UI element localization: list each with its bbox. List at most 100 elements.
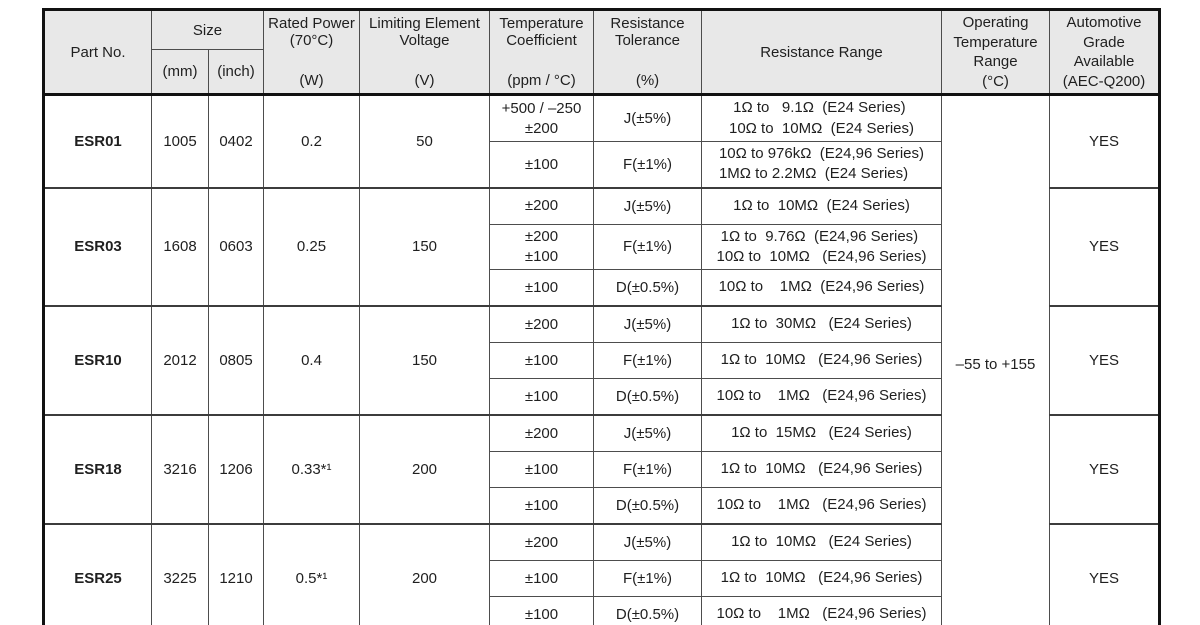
header-size-mm: (mm) (151, 49, 209, 96)
temp-coefficient-cell: ±100 (489, 596, 594, 625)
resistance-range-cell: 1Ω to 10MΩ (E24,96 Series) (701, 451, 942, 488)
table-row: ESR10 2012 0805 0.4 150 ±200 J(±5%) 1Ω t… (43, 305, 1160, 416)
header-resistance-tolerance: Resistance Tolerance (%) (593, 9, 702, 96)
tolerance-cell: D(±0.5%) (593, 487, 702, 525)
resistance-range-text: 10Ω to 976kΩ (E24,96 Series) 1MΩ to 2.2M… (718, 145, 925, 183)
part-no-cell: ESR01 (43, 94, 152, 188)
automotive-cell: YES (1049, 94, 1160, 188)
header-limiting-voltage: Limiting Element Voltage (V) (359, 9, 490, 96)
size-inch-cell: 1206 (208, 414, 264, 525)
voltage-cell: 150 (359, 186, 490, 307)
tolerance-cell: J(±5%) (593, 305, 702, 343)
table-row: ±100 D(±0.5%) 10Ω to 1MΩ (E24,96 Series) (44, 596, 1160, 625)
header-limiting-voltage-label: Limiting Element Voltage (369, 15, 480, 50)
resistance-range-cell: 1Ω to 10MΩ (E24 Series) (701, 186, 942, 225)
tolerance-cell: J(±5%) (593, 414, 702, 452)
temp-coefficient-cell: ±100 (489, 560, 594, 597)
tolerance-cell: F(±1%) (593, 560, 702, 597)
size-mm-cell: 3225 (151, 523, 209, 625)
size-inch-cell: 1210 (208, 523, 264, 625)
resistance-range-cell: 10Ω to 1MΩ (E24,96 Series) (701, 378, 942, 416)
header-resistance-range: Resistance Range (701, 9, 942, 96)
temp-coefficient-cell: ±200 (489, 186, 594, 225)
resistance-range-cell: 1Ω to 10MΩ (E24,96 Series) (701, 342, 942, 379)
size-mm-cell: 1608 (151, 186, 209, 307)
table-row: ESR18 3216 1206 0.33*¹ 200 ±200 J(±5%) 1… (43, 414, 1160, 525)
table-row: ±100 F(±1%) 1Ω to 10MΩ (E24,96 Series) (44, 560, 1160, 597)
resistance-range-text: 1Ω to 15MΩ (E24 Series) (731, 424, 912, 442)
table-body: ESR01 1005 0402 0.2 50 +500 / –250 ±200 … (43, 94, 1160, 625)
automotive-cell: YES (1049, 523, 1160, 625)
table-row: ESR25 3225 1210 0.5*¹ 200 ±200 J(±5%) 1Ω… (43, 523, 1160, 625)
temp-coefficient-cell: ±100 (489, 487, 594, 525)
tolerance-cell: D(±0.5%) (593, 378, 702, 416)
header-part-no: Part No. (43, 9, 152, 96)
part-no-cell: ESR18 (43, 414, 152, 525)
size-mm-cell: 2012 (151, 305, 209, 416)
size-mm-cell: 3216 (151, 414, 209, 525)
operating-temp-cell: –55 to +155 (941, 94, 1050, 625)
table-row: ESR01 1005 0402 0.2 50 +500 / –250 ±200 … (43, 94, 1160, 625)
resistance-range-cell: 10Ω to 1MΩ (E24,96 Series) (701, 269, 942, 307)
resistance-range-text: 1Ω to 9.1Ω (E24 Series) 10Ω to 10MΩ (E24… (728, 99, 914, 137)
header-automotive-grade: Automotive Grade Available (AEC-Q200) (1049, 9, 1160, 96)
rated-power-cell: 0.2 (263, 94, 360, 188)
tolerance-cell: J(±5%) (593, 523, 702, 561)
temp-coefficient-cell: ±200 (489, 523, 594, 561)
header-temp-coefficient-label: Temperature Coefficient (499, 15, 584, 50)
resistance-range-text: 1Ω to 10MΩ (E24 Series) (733, 196, 910, 214)
voltage-cell: 200 (359, 414, 490, 525)
automotive-cell: YES (1049, 305, 1160, 416)
table-row: ±200 ±100 F(±1%) 1Ω to 9.76Ω (E24,96 Ser… (44, 223, 1160, 270)
resistance-range-text: 1Ω to 10MΩ (E24,96 Series) (720, 351, 923, 369)
voltage-cell: 200 (359, 523, 490, 625)
header-rated-power-unit: (W) (299, 71, 324, 89)
tolerance-cell: F(±1%) (593, 342, 702, 379)
part-no-cell: ESR03 (43, 186, 152, 307)
rated-power-cell: 0.33*¹ (263, 414, 360, 525)
tolerance-cell: D(±0.5%) (593, 596, 702, 625)
temp-coefficient-cell: ±100 (489, 451, 594, 488)
resistance-range-text: 10Ω to 1MΩ (E24,96 Series) (716, 605, 927, 623)
size-inch-cell: 0402 (208, 94, 264, 188)
size-mm-cell: 1005 (151, 94, 209, 188)
header-resistance-tolerance-label: Resistance Tolerance (610, 15, 685, 50)
voltage-cell: 50 (359, 94, 490, 188)
size-inch-cell: 0603 (208, 186, 264, 307)
automotive-cell: YES (1049, 186, 1160, 307)
voltage-cell: 150 (359, 305, 490, 416)
resistance-range-text: 10Ω to 1MΩ (E24,96 Series) (716, 387, 927, 405)
resistance-range-cell: 1Ω to 15MΩ (E24 Series) (701, 414, 942, 452)
tolerance-cell: F(±1%) (593, 451, 702, 488)
table-row: ESR03 1608 0603 0.25 150 ±200 J(±5%) 1Ω … (43, 186, 1160, 307)
resistance-range-text: 1Ω to 30MΩ (E24 Series) (731, 315, 912, 333)
resistance-range-cell: 1Ω to 10MΩ (E24,96 Series) (701, 560, 942, 597)
header-size: Size (151, 8, 264, 51)
header-temp-coefficient: Temperature Coefficient (ppm / °C) (489, 9, 594, 96)
resistance-range-text: 1Ω to 10MΩ (E24,96 Series) (720, 460, 923, 478)
header-resistance-tolerance-unit: (%) (635, 71, 660, 89)
table-row: ±100 D(±0.5%) 10Ω to 1MΩ (E24,96 Series) (44, 378, 1160, 416)
table-row: ±100 D(±0.5%) 10Ω to 1MΩ (E24,96 Series) (44, 269, 1160, 307)
header-rated-power-label: Rated Power (70°C) (268, 15, 355, 50)
header-rated-power: Rated Power (70°C) (W) (263, 9, 360, 96)
resistance-range-cell: 10Ω to 1MΩ (E24,96 Series) (701, 596, 942, 625)
rated-power-cell: 0.4 (263, 305, 360, 416)
resistance-range-text: 10Ω to 1MΩ (E24,96 Series) (718, 278, 925, 296)
tolerance-cell: D(±0.5%) (593, 269, 702, 307)
header-temp-coefficient-unit: (ppm / °C) (507, 71, 576, 89)
size-inch-cell: 0805 (208, 305, 264, 416)
temp-coefficient-cell: ±100 (489, 269, 594, 307)
header-limiting-voltage-unit: (V) (414, 71, 435, 89)
temp-coefficient-cell: ±200 (489, 305, 594, 343)
table-row: ±100 D(±0.5%) 10Ω to 1MΩ (E24,96 Series) (44, 487, 1160, 525)
tolerance-cell: J(±5%) (593, 186, 702, 225)
temp-coefficient-cell: ±100 (489, 141, 594, 188)
resistance-range-cell: 10Ω to 1MΩ (E24,96 Series) (701, 487, 942, 525)
rated-power-cell: 0.5*¹ (263, 523, 360, 625)
table-row: ±100 F(±1%) 1Ω to 10MΩ (E24,96 Series) (44, 451, 1160, 488)
rated-power-cell: 0.25 (263, 186, 360, 307)
spec-table: Part No. Size Rated Power (70°C) (W) Lim… (42, 8, 1161, 625)
tolerance-cell: J(±5%) (593, 94, 702, 142)
resistance-range-cell: 1Ω to 9.76Ω (E24,96 Series) 10Ω to 10MΩ … (701, 223, 942, 270)
